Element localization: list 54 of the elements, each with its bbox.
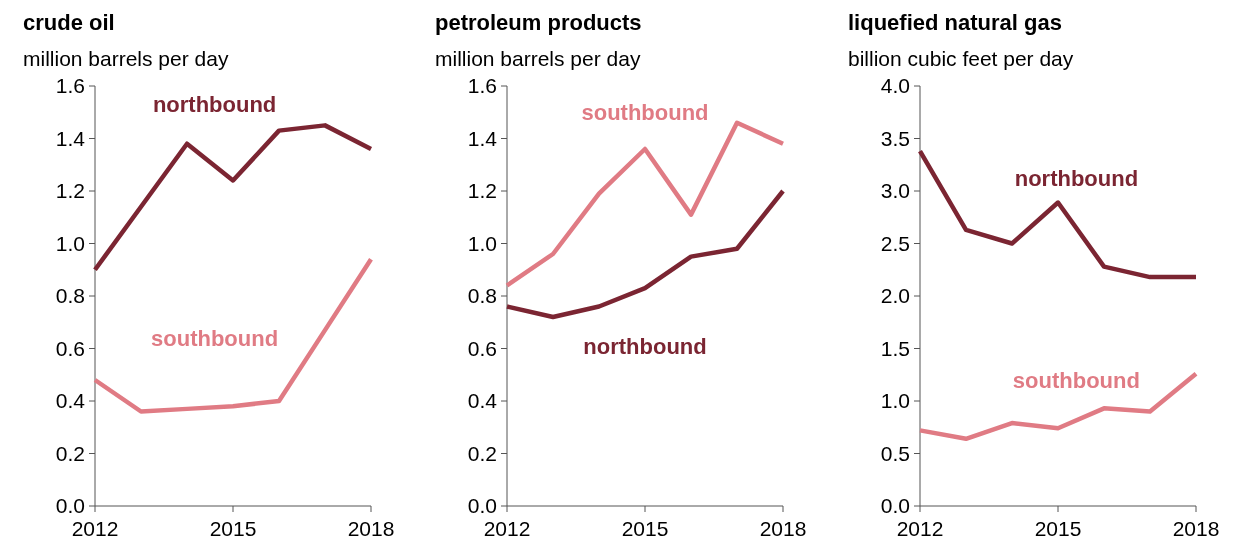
y-axis-title: million barrels per day (435, 47, 641, 70)
y-tick-label: 0.8 (467, 284, 497, 308)
y-tick-label: 0.2 (55, 441, 85, 465)
line-series (504, 188, 786, 320)
x-tick-label: 2012 (483, 517, 531, 540)
x-tick-label: 2018 (759, 517, 807, 540)
x-tick-label: 2018 (347, 517, 395, 540)
y-tick-label: 1.0 (880, 389, 910, 413)
series-label: northbound (152, 92, 277, 118)
y-tick-label: 0.0 (467, 494, 497, 518)
y-tick-label: 0.6 (55, 336, 85, 360)
y-tick-label: 1.2 (467, 179, 497, 203)
x-tick-label: 2015 (621, 517, 669, 540)
y-tick-label: 0.5 (880, 441, 910, 465)
chart-title: crude oil (23, 10, 115, 35)
y-tick-label: 1.6 (55, 74, 85, 98)
series-label: southbound (151, 325, 279, 351)
y-tick-label: 0.4 (55, 389, 86, 413)
line-series (504, 120, 786, 288)
series-label: northbound (583, 333, 707, 359)
series-label: southbound (581, 99, 709, 125)
x-tick-label: 2015 (1034, 517, 1082, 540)
y-tick-label: 1.0 (467, 231, 497, 255)
y-tick-label: 3.5 (880, 126, 910, 150)
series-label: northbound (1014, 166, 1139, 192)
x-tick-label: 2018 (1172, 517, 1220, 540)
line-series (92, 257, 374, 414)
y-tick-label: 0.4 (467, 389, 498, 413)
line-series (92, 123, 374, 272)
y-tick-label: 1.4 (467, 126, 498, 150)
x-tick-label: 2015 (209, 517, 257, 540)
x-tick-label: 2012 (896, 517, 944, 540)
y-tick-label: 1.0 (55, 231, 85, 255)
y-tick-label: 0.0 (55, 494, 85, 518)
y-tick-label: 1.4 (55, 126, 86, 150)
y-tick-label: 0.2 (467, 441, 497, 465)
y-tick-label: 1.2 (55, 179, 85, 203)
y-tick-label: 1.5 (880, 336, 910, 360)
y-tick-label: 1.6 (467, 74, 497, 98)
y-tick-label: 2.0 (880, 284, 910, 308)
y-tick-label: 3.0 (880, 179, 910, 203)
chart-title: liquefied natural gas (848, 10, 1062, 35)
series-label: southbound (1012, 367, 1140, 393)
chart-title: petroleum products (435, 10, 642, 35)
line-series (917, 371, 1199, 442)
line-series (917, 148, 1199, 280)
y-axis-title: billion cubic feet per day (848, 47, 1074, 70)
y-tick-label: 4.0 (880, 74, 910, 98)
y-axis-title: million barrels per day (23, 47, 229, 70)
x-tick-label: 2012 (71, 517, 119, 540)
y-tick-label: 0.6 (467, 336, 497, 360)
y-tick-label: 0.8 (55, 284, 85, 308)
y-tick-label: 0.0 (880, 494, 910, 518)
y-tick-label: 2.5 (880, 231, 910, 255)
